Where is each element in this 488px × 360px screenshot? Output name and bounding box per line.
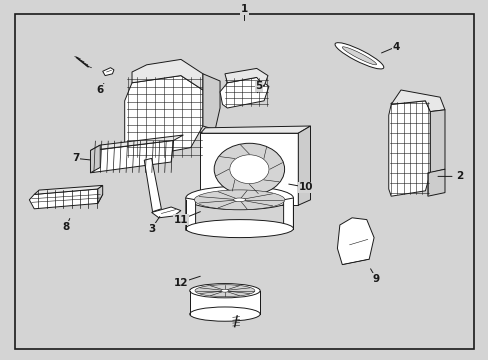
- Text: 9: 9: [372, 274, 379, 284]
- Polygon shape: [390, 90, 444, 112]
- Ellipse shape: [233, 198, 245, 202]
- Text: 7: 7: [72, 153, 80, 163]
- Text: 1: 1: [241, 4, 247, 14]
- Polygon shape: [29, 189, 102, 209]
- Ellipse shape: [185, 220, 293, 238]
- Polygon shape: [200, 126, 310, 133]
- Polygon shape: [34, 185, 102, 194]
- Text: 2: 2: [455, 171, 462, 181]
- Ellipse shape: [334, 42, 383, 69]
- Text: 11: 11: [173, 215, 188, 225]
- Polygon shape: [90, 135, 183, 150]
- Polygon shape: [337, 218, 373, 265]
- Bar: [200, 133, 298, 205]
- Polygon shape: [90, 140, 173, 173]
- Circle shape: [214, 143, 284, 195]
- Text: 6: 6: [97, 85, 103, 95]
- Text: 10: 10: [298, 182, 312, 192]
- Bar: [189, 291, 260, 314]
- Polygon shape: [283, 198, 293, 229]
- Polygon shape: [144, 158, 161, 212]
- Ellipse shape: [221, 289, 228, 292]
- Text: 4: 4: [391, 42, 399, 52]
- Text: 8: 8: [62, 222, 69, 232]
- Polygon shape: [124, 76, 203, 158]
- Ellipse shape: [194, 190, 284, 210]
- Polygon shape: [90, 145, 100, 173]
- Ellipse shape: [185, 186, 293, 210]
- Polygon shape: [298, 126, 310, 205]
- Ellipse shape: [195, 285, 254, 297]
- Polygon shape: [388, 101, 429, 196]
- Text: 5: 5: [255, 81, 262, 91]
- Polygon shape: [224, 68, 267, 86]
- Polygon shape: [151, 207, 181, 218]
- Polygon shape: [203, 74, 220, 130]
- Polygon shape: [98, 185, 102, 203]
- Polygon shape: [185, 198, 195, 231]
- Text: 12: 12: [173, 278, 188, 288]
- Polygon shape: [429, 110, 444, 173]
- Polygon shape: [220, 77, 268, 108]
- Ellipse shape: [189, 284, 260, 298]
- Polygon shape: [102, 68, 114, 76]
- Circle shape: [229, 155, 268, 184]
- Ellipse shape: [342, 47, 376, 65]
- Ellipse shape: [189, 307, 260, 321]
- Polygon shape: [132, 59, 203, 90]
- Text: 3: 3: [148, 224, 155, 234]
- Polygon shape: [427, 169, 444, 196]
